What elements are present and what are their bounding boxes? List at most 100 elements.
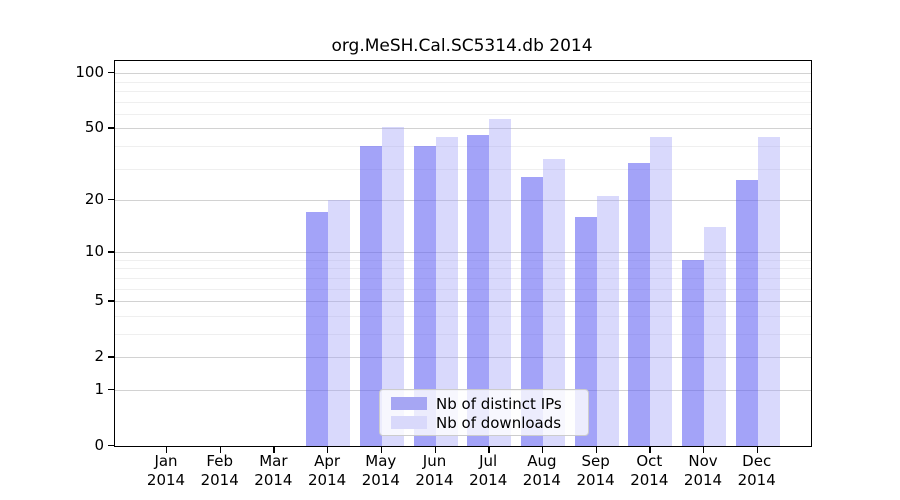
y-tick-mark-100 [108, 72, 114, 74]
legend: Nb of distinct IPs Nb of downloads [379, 389, 589, 436]
x-tick-mark-may [380, 446, 383, 453]
x-tick-mark-sep [595, 446, 597, 453]
bar-downloads-jul [489, 119, 512, 446]
y-tick-mark-0 [108, 445, 114, 447]
x-tick-label-nov: Nov 2014 [671, 452, 735, 490]
y-tick-mark-20 [108, 199, 114, 201]
x-tick-month: Nov [688, 452, 718, 470]
legend-swatch-distinct-ips [391, 397, 427, 410]
x-tick-label-apr: Apr 2014 [295, 452, 359, 490]
bar-downloads-may [381, 126, 404, 446]
gridline-minor-90 [115, 81, 811, 83]
chart-title: org.MeSH.Cal.SC5314.db 2014 [331, 36, 593, 56]
x-tick-month: Jul [479, 452, 498, 470]
bar-downloads-aug [542, 158, 565, 446]
x-tick-label-jun: Jun 2014 [403, 452, 467, 490]
x-tick-label-oct: Oct 2014 [617, 452, 681, 490]
y-tick-label-2: 2 [94, 347, 104, 366]
bar-downloads-dec [757, 136, 780, 446]
y-tick-label-1: 1 [94, 379, 104, 398]
bar-distinct-ips-sep [574, 217, 597, 446]
x-tick-mark-jun [434, 446, 436, 453]
x-tick-year: 2014 [415, 471, 454, 489]
bar-distinct-ips-may [359, 145, 382, 446]
gridline-minor-30 [115, 168, 811, 170]
legend-label-distinct-ips: Nb of distinct IPs [436, 394, 562, 413]
legend-entry-downloads: Nb of downloads [391, 413, 580, 432]
gridline-minor-6 [115, 288, 811, 290]
x-tick-mark-jul [488, 446, 490, 453]
x-tick-year: 2014 [522, 471, 561, 489]
bar-distinct-ips-nov [682, 259, 704, 446]
y-tick-label-100: 100 [75, 63, 104, 82]
gridline-major-50 [115, 128, 811, 130]
x-tick-year: 2014 [146, 471, 186, 489]
x-tick-month: Mar [259, 452, 288, 470]
x-tick-year: 2014 [630, 471, 669, 489]
legend-label-downloads: Nb of downloads [436, 413, 562, 432]
gridline-major-10 [115, 252, 811, 254]
x-tick-year: 2014 [308, 471, 347, 489]
x-tick-year: 2014 [737, 471, 776, 489]
bar-distinct-ips-oct [628, 163, 651, 446]
x-tick-mark-mar [273, 446, 275, 453]
x-tick-year: 2014 [469, 471, 508, 489]
x-tick-month: Aug [527, 452, 557, 470]
gridline-major-2 [115, 357, 811, 359]
gridline-major-100 [115, 73, 811, 75]
x-tick-month: Dec [742, 452, 772, 470]
gridline-minor-40 [115, 145, 811, 147]
x-tick-month: Jun [422, 452, 447, 470]
bar-distinct-ips-apr [306, 212, 329, 446]
x-tick-label-sep: Sep 2014 [564, 452, 628, 490]
x-tick-label-mar: Mar 2014 [241, 452, 305, 490]
gridline-minor-70 [115, 101, 811, 103]
y-tick-mark-10 [108, 251, 114, 253]
gridline-minor-4 [115, 315, 811, 317]
x-tick-year: 2014 [576, 471, 615, 489]
x-tick-month: Oct [636, 452, 663, 470]
gridline-minor-80 [115, 90, 811, 92]
x-tick-month: Jan [154, 452, 178, 470]
bar-distinct-ips-jun [413, 145, 436, 446]
bar-distinct-ips-aug [520, 176, 543, 446]
y-tick-mark-1 [108, 388, 114, 391]
bar-downloads-apr [328, 200, 351, 446]
legend-entry-distinct-ips: Nb of distinct IPs [391, 394, 580, 413]
x-tick-label-aug: Aug 2014 [510, 452, 574, 490]
x-tick-month: May [365, 452, 397, 470]
x-tick-mark-jan [166, 446, 168, 453]
x-tick-month: Apr [314, 452, 341, 470]
x-tick-month: Sep [581, 452, 610, 470]
gridline-major-20 [115, 200, 811, 201]
x-tick-mark-feb [219, 446, 222, 453]
y-tick-mark-2 [108, 356, 114, 358]
x-tick-year: 2014 [683, 471, 723, 489]
x-tick-label-dec: Dec 2014 [725, 452, 789, 490]
x-tick-label-feb: Feb 2014 [188, 452, 252, 490]
x-tick-label-may: May 2014 [349, 452, 413, 490]
x-tick-year: 2014 [361, 471, 400, 489]
x-tick-mark-dec [756, 446, 759, 453]
gridline-major-5 [115, 301, 811, 303]
y-tick-label-0: 0 [94, 436, 104, 454]
x-tick-label-jan: Jan 2014 [134, 452, 198, 490]
bar-downloads-jun [435, 136, 458, 446]
x-tick-label-jul: Jul 2014 [456, 452, 520, 490]
legend-swatch-downloads [391, 416, 427, 429]
gridline-minor-9 [115, 259, 811, 261]
y-tick-label-20: 20 [84, 190, 104, 208]
bar-downloads-oct [650, 136, 673, 446]
bar-distinct-ips-dec [735, 179, 758, 446]
bar-distinct-ips-jul [467, 134, 490, 446]
x-tick-year: 2014 [254, 471, 293, 489]
y-tick-label-10: 10 [84, 242, 104, 261]
x-tick-mark-aug [541, 446, 544, 453]
gridline-minor-3 [115, 333, 811, 335]
y-tick-label-50: 50 [84, 118, 104, 137]
x-tick-mark-apr [327, 446, 329, 453]
y-tick-label-5: 5 [94, 291, 104, 310]
y-tick-mark-50 [108, 127, 114, 129]
gridline-minor-7 [115, 277, 811, 279]
